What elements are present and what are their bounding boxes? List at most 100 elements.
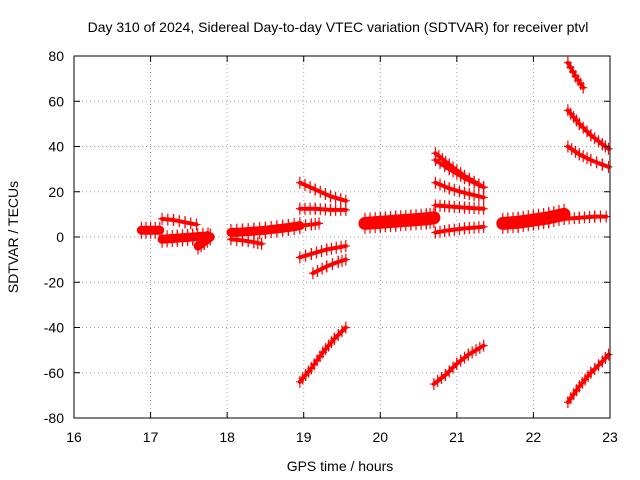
data-point	[479, 202, 488, 215]
series-arc-21	[560, 210, 611, 225]
data-point	[604, 160, 613, 173]
data-point	[479, 339, 488, 352]
series-arc-24	[563, 140, 613, 173]
series-arc-7	[295, 217, 324, 232]
data-point	[604, 142, 613, 155]
grid	[74, 56, 610, 418]
data-point	[327, 242, 336, 255]
series-arc-17	[431, 199, 488, 215]
data-point	[460, 186, 469, 199]
data-point	[474, 178, 483, 191]
data-point	[206, 228, 215, 246]
series-arc-16	[431, 176, 488, 204]
data-point	[316, 185, 325, 198]
data-point	[433, 375, 442, 388]
data-point	[284, 218, 293, 236]
data-point	[244, 235, 253, 248]
data-point	[257, 237, 266, 250]
data-point	[321, 188, 330, 201]
data-point	[341, 321, 350, 334]
series-arc-2	[158, 212, 201, 231]
data-point	[583, 152, 592, 165]
data-point	[567, 143, 576, 156]
series-line	[297, 180, 348, 203]
series-arc-15	[431, 154, 488, 194]
series-arc-18	[431, 220, 488, 239]
data-point	[278, 219, 287, 237]
data-point	[431, 154, 440, 167]
series-arc-8	[295, 176, 350, 207]
series-arc-19	[429, 339, 488, 391]
chart-title: Day 310 of 2024, Sidereal Day-to-day VTE…	[88, 19, 589, 35]
x-tick-label: 18	[219, 429, 235, 445]
data-point	[604, 348, 613, 361]
data-point	[470, 189, 479, 202]
data-point	[429, 207, 438, 229]
data-point	[586, 129, 595, 142]
data-point	[452, 357, 461, 370]
x-tick-label: 22	[526, 429, 542, 445]
data-point	[431, 226, 440, 239]
data-point	[464, 348, 473, 361]
data-point	[455, 185, 464, 198]
data-point	[598, 158, 607, 171]
data-point	[192, 218, 201, 231]
data-point	[311, 183, 320, 196]
data-point	[450, 183, 459, 196]
data-point	[554, 205, 563, 227]
data-point	[341, 253, 350, 266]
data-point	[295, 251, 304, 264]
data-point	[334, 255, 343, 268]
data-point	[544, 207, 553, 229]
data-point	[437, 372, 446, 385]
data-point	[456, 169, 465, 182]
data-point	[440, 160, 449, 173]
series-arc-3	[157, 227, 213, 248]
series-arc-5	[226, 217, 305, 241]
data-point	[468, 346, 477, 359]
data-point	[452, 167, 461, 180]
data-point	[175, 215, 184, 228]
ticks: 16 17 18 19 20 21 22 23 -80 -60 -40 -20 0 20 40 60 80	[44, 48, 618, 445]
x-tick-label: 21	[449, 429, 465, 445]
data-point	[579, 81, 588, 94]
data-point	[549, 206, 558, 228]
data-point	[186, 217, 195, 230]
data-point	[249, 236, 258, 249]
x-tick-label: 17	[143, 429, 159, 445]
data-point	[181, 216, 190, 229]
data-point	[295, 176, 304, 189]
data-point	[479, 220, 488, 233]
data-point	[575, 148, 584, 161]
data-point	[445, 163, 454, 176]
data-point	[267, 221, 276, 239]
data-point	[332, 241, 341, 254]
data-point	[313, 264, 322, 277]
y-tick-label: 20	[48, 184, 64, 200]
y-tick-label: -80	[44, 410, 64, 426]
series-arc-13	[358, 207, 441, 234]
data-point	[322, 243, 331, 256]
data-point	[514, 211, 523, 233]
series-arc-9	[295, 202, 350, 216]
data-point	[308, 267, 317, 280]
data-point	[472, 344, 480, 357]
data-point	[479, 191, 488, 204]
data-point	[429, 378, 438, 391]
data-point	[315, 217, 324, 230]
series-arc-10	[295, 240, 350, 264]
data-point	[440, 180, 449, 193]
data-point	[456, 354, 465, 367]
y-tick-label: 80	[48, 48, 64, 64]
data-point	[586, 154, 595, 167]
data-point	[571, 145, 580, 158]
series-arc-1	[136, 221, 165, 239]
data-point	[465, 174, 474, 187]
series-arc-22	[563, 56, 588, 94]
data-point	[290, 218, 299, 236]
data-point	[436, 157, 445, 170]
data-point	[238, 234, 247, 247]
data-point	[301, 249, 310, 262]
data-point	[261, 221, 270, 239]
